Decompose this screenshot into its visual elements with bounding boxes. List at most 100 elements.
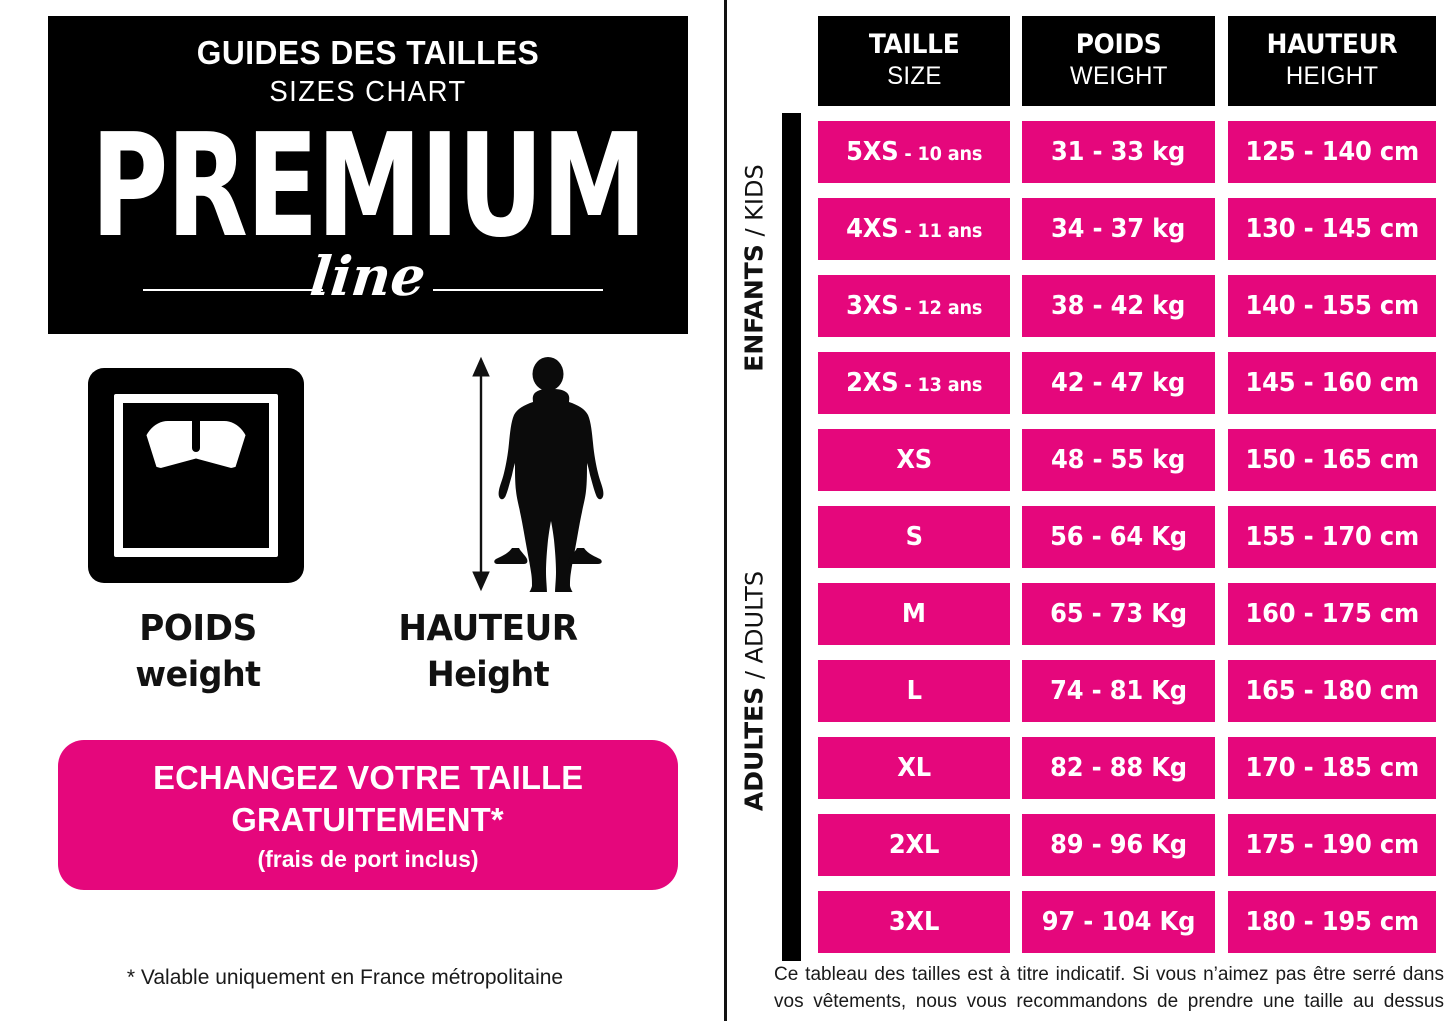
height-value: 170 - 185 cm — [1245, 753, 1419, 783]
height-value: 150 - 165 cm — [1245, 445, 1419, 475]
size-value: 5XS - 10 ans — [845, 137, 983, 167]
table-cell-weight: 56 - 64 Kg — [1022, 506, 1215, 568]
column-header-size: TAILLE SIZE — [818, 16, 1010, 106]
table-cell-height: 130 - 145 cm — [1228, 198, 1436, 260]
table-cell-size: XL — [818, 737, 1010, 799]
table-cell-height: 125 - 140 cm — [1228, 121, 1436, 183]
column-header-en: HEIGHT — [1285, 62, 1379, 91]
table-cell-size: M — [818, 583, 1010, 645]
column-header-en: WEIGHT — [1069, 62, 1168, 91]
size-value: XL — [897, 753, 931, 783]
free-size-exchange-banner[interactable]: ECHANGEZ VOTRE TAILLE GRATUITEMENT* (fra… — [58, 740, 678, 890]
cta-line-3: (frais de port inclus) — [257, 846, 479, 873]
column-header-fr: HAUTEUR — [1266, 28, 1398, 60]
size-value: 3XL — [888, 907, 940, 937]
table-cell-size: 2XL — [818, 814, 1010, 876]
group-label-kids: ENFANTS / KIDS — [739, 163, 769, 372]
table-cell-weight: 42 - 47 kg — [1022, 352, 1215, 414]
height-value: 130 - 145 cm — [1245, 214, 1419, 244]
panel-divider — [724, 0, 727, 1021]
size-value: 4XS - 11 ans — [845, 214, 983, 244]
table-cell-height: 145 - 160 cm — [1228, 352, 1436, 414]
table-cell-weight: 31 - 33 kg — [1022, 121, 1215, 183]
weight-value: 89 - 96 Kg — [1050, 830, 1187, 860]
table-cell-weight: 97 - 104 Kg — [1022, 891, 1215, 953]
table-cell-height: 170 - 185 cm — [1228, 737, 1436, 799]
table-cell-weight: 65 - 73 Kg — [1022, 583, 1215, 645]
column-header-fr: TAILLE — [868, 28, 960, 60]
table-cell-weight: 89 - 96 Kg — [1022, 814, 1215, 876]
table-cell-height: 165 - 180 cm — [1228, 660, 1436, 722]
table-cell-size: 2XS - 13 ans — [818, 352, 1010, 414]
table-cell-weight: 38 - 42 kg — [1022, 275, 1215, 337]
size-value: 2XS - 13 ans — [845, 368, 983, 398]
group-bar-adults — [782, 421, 801, 961]
weight-value: 65 - 73 Kg — [1050, 599, 1187, 629]
logo-rule-right — [433, 289, 603, 291]
table-cell-weight: 82 - 88 Kg — [1022, 737, 1215, 799]
left-panel: GUIDES DES TAILLES SIZES CHART PREMIUM l… — [48, 16, 688, 989]
weight-value: 42 - 47 kg — [1051, 368, 1186, 398]
height-value: 155 - 170 cm — [1245, 522, 1419, 552]
height-value: 125 - 140 cm — [1245, 137, 1419, 167]
page-title-en: SIZES CHART — [269, 76, 467, 108]
height-value: 180 - 195 cm — [1245, 907, 1419, 937]
weight-value: 48 - 55 kg — [1051, 445, 1186, 475]
table-cell-size: 3XS - 12 ans — [818, 275, 1010, 337]
weight-value: 31 - 33 kg — [1051, 137, 1186, 167]
title-block: GUIDES DES TAILLES SIZES CHART PREMIUM l… — [48, 16, 688, 334]
height-value: 140 - 155 cm — [1245, 291, 1419, 321]
logo-wordmark: PREMIUM — [90, 103, 647, 270]
weight-value: 56 - 64 Kg — [1050, 522, 1187, 552]
brand-logo: PREMIUM line — [48, 103, 688, 326]
table-cell-height: 175 - 190 cm — [1228, 814, 1436, 876]
weight-label-en: weight — [135, 655, 261, 695]
weight-value: 74 - 81 Kg — [1050, 676, 1187, 706]
measure-icons-row — [48, 352, 688, 602]
height-label-group: HAUTEUR Height — [338, 608, 638, 695]
table-cell-size: S — [818, 506, 1010, 568]
weight-value: 38 - 42 kg — [1051, 291, 1186, 321]
measure-labels: POIDS weight HAUTEUR Height — [48, 608, 688, 718]
size-value: S — [905, 522, 923, 552]
weight-label-fr: POIDS — [139, 608, 257, 649]
column-header-weight: POIDS WEIGHT — [1022, 16, 1215, 106]
right-footnote: Ce tableau des tailles est à titre indic… — [774, 964, 1444, 1012]
weight-value: 82 - 88 Kg — [1050, 753, 1187, 783]
height-value: 145 - 160 cm — [1245, 368, 1419, 398]
column-header-height: HAUTEUR HEIGHT — [1228, 16, 1436, 106]
table-cell-height: 160 - 175 cm — [1228, 583, 1436, 645]
table-cell-height: 150 - 165 cm — [1228, 429, 1436, 491]
height-label-en: Height — [426, 655, 550, 695]
group-label-adults: ADULTES / ADULTS — [739, 570, 769, 812]
table-cell-height: 180 - 195 cm — [1228, 891, 1436, 953]
height-value: 165 - 180 cm — [1245, 676, 1419, 706]
cta-line-2: GRATUITEMENT* — [231, 800, 505, 838]
table-cell-weight: 48 - 55 kg — [1022, 429, 1215, 491]
group-bar-kids — [782, 113, 801, 422]
human-silhouette-height-icon — [448, 352, 648, 592]
scale-needle — [192, 416, 200, 452]
column-header-en: SIZE — [886, 62, 942, 91]
table-cell-size: 3XL — [818, 891, 1010, 953]
size-value: 2XL — [888, 830, 940, 860]
size-value: M — [902, 599, 926, 629]
scale-frame — [114, 394, 278, 557]
size-value: L — [906, 676, 922, 706]
page-title-fr: GUIDES DES TAILLES — [196, 34, 540, 71]
logo-rule-left — [143, 289, 323, 291]
table-cell-height: 140 - 155 cm — [1228, 275, 1436, 337]
table-cell-size: 4XS - 11 ans — [818, 198, 1010, 260]
table-cell-size: XS — [818, 429, 1010, 491]
table-cell-weight: 34 - 37 kg — [1022, 198, 1215, 260]
height-label-fr: HAUTEUR — [398, 608, 578, 649]
height-value: 160 - 175 cm — [1245, 599, 1419, 629]
right-panel: TAILLE SIZE POIDS WEIGHT HAUTEUR HEIGHT 5XS - … — [724, 0, 1445, 1021]
table-cell-weight: 74 - 81 Kg — [1022, 660, 1215, 722]
bathroom-scale-icon — [88, 368, 304, 583]
weight-value: 34 - 37 kg — [1051, 214, 1186, 244]
table-cell-size: L — [818, 660, 1010, 722]
weight-label-group: POIDS weight — [48, 608, 348, 695]
left-footnote: * Valable uniquement en France métropoli… — [126, 966, 564, 989]
